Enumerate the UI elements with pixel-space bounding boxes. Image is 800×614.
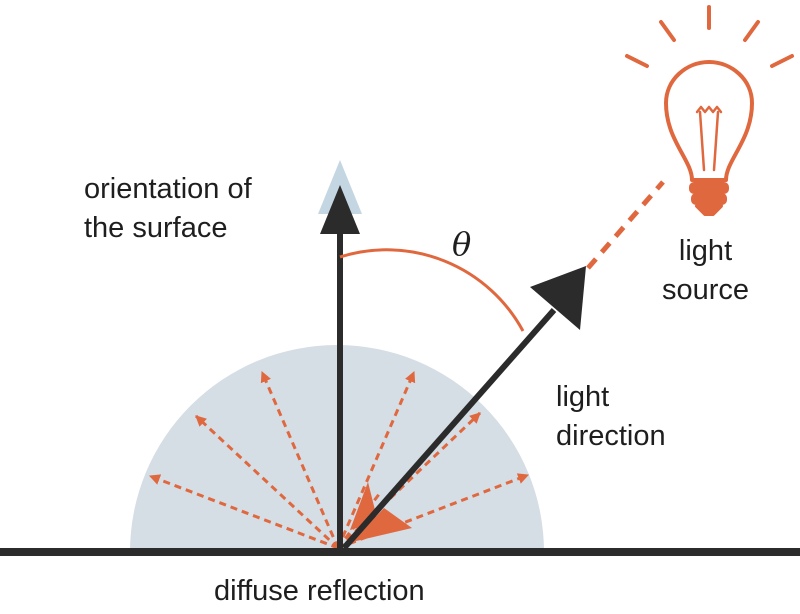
light-source-label-line1: light: [678, 235, 733, 267]
light-direction-label-line2: direction: [556, 420, 666, 452]
diffuse-ray: [336, 370, 416, 549]
diffuse-ray: [336, 411, 482, 550]
light-source-label: light source: [662, 232, 749, 310]
surface-normal-arrow: [318, 160, 362, 548]
normal-arrow-head: [320, 185, 360, 234]
diffuse-ray: [148, 474, 339, 550]
light-source-dashed-line: [586, 180, 665, 270]
diffuse-ray-head: [352, 508, 412, 542]
diffuse-ray: [194, 414, 340, 550]
angle-arc: [339, 248, 525, 332]
orientation-label-line2: the surface: [84, 212, 228, 244]
diffuse-ray: [260, 370, 340, 549]
diffuse-ray: [337, 473, 530, 550]
diffuse-rays: [148, 370, 530, 550]
light-source-label-line2: source: [662, 274, 750, 306]
light-direction-arrow: [341, 266, 586, 550]
theta-label: θ: [452, 225, 472, 263]
orientation-label: orientation of the surface: [84, 170, 252, 248]
light-direction-head: [530, 266, 586, 330]
light-bulb-icon: [625, 5, 794, 216]
light-direction-shaft: [341, 308, 557, 550]
light-direction-label: light direction: [556, 378, 666, 456]
orientation-label-line1: orientation of: [84, 173, 252, 205]
diffuse-reflection-label: diffuse reflection: [214, 575, 425, 607]
light-direction-label-line1: light: [556, 381, 610, 413]
